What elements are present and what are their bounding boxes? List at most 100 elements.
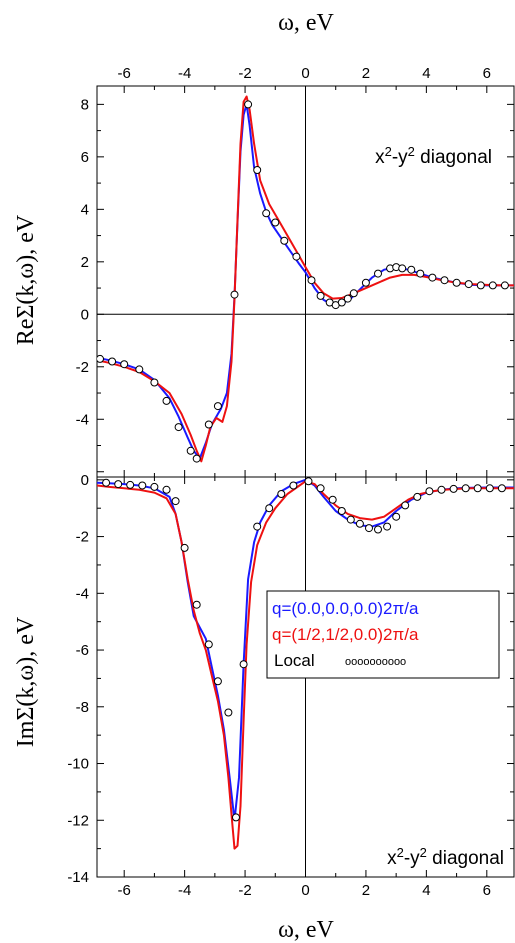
top-y-tick-label: 2 xyxy=(81,254,89,271)
top-x-tick-label: 0 xyxy=(301,65,309,82)
bottom-local-marker-point xyxy=(449,484,458,493)
bottom-x-tick-label: 6 xyxy=(483,882,491,899)
top-local-marker-point xyxy=(244,100,253,109)
top-local-marker-point xyxy=(398,264,407,273)
top-local-marker-point xyxy=(464,280,473,289)
bottom-local-marker-point xyxy=(383,522,392,531)
bottom-local-marker-point xyxy=(265,504,274,513)
top-local-marker-point xyxy=(416,269,425,278)
top-series-group xyxy=(97,95,514,463)
bottom-local-marker-point xyxy=(138,481,147,490)
bottom-local-marker-point xyxy=(328,495,337,504)
top-local-marker-point xyxy=(253,166,262,174)
bottom-local-marker-point xyxy=(346,515,355,524)
bottom-local-marker-point xyxy=(253,522,262,531)
bottom-local-marker-point xyxy=(180,543,189,552)
bottom-y-tick-label: -2 xyxy=(76,529,89,546)
legend-item-local: Local xyxy=(274,651,315,670)
top-y-tick-label: -2 xyxy=(76,359,89,376)
top-x-tick-label: 2 xyxy=(362,65,370,82)
bottom-series-group xyxy=(97,477,514,850)
legend: q=(0.0,0.0,0.0)2π/a q=(1/2,1/2,0.0)2π/a … xyxy=(266,590,500,679)
bottom-y-tick-label: -12 xyxy=(67,812,89,829)
top-series-red-line xyxy=(97,95,514,463)
bottom-local-marker-point xyxy=(102,478,111,487)
top-local-marker-point xyxy=(307,276,316,285)
top-local-marker-point xyxy=(428,273,437,282)
bottom-local-marker-point xyxy=(365,524,373,533)
bottom-local-marker-point xyxy=(150,482,159,491)
top-local-marker-point xyxy=(374,269,382,278)
bottom-local-marker-point xyxy=(224,708,233,717)
top-local-marker-point xyxy=(135,365,144,374)
top-local-marker-point xyxy=(150,378,159,387)
top-local-marker-point xyxy=(337,298,346,307)
bottom-x-tick-label: -6 xyxy=(118,882,131,899)
top-local-marker-point xyxy=(97,354,104,363)
bottom-panel-annotation: x2-y2 diagonal xyxy=(387,845,504,869)
top-x-tick-label: -4 xyxy=(178,65,191,82)
top-local-marker-point xyxy=(186,446,195,455)
top-local-marker-point xyxy=(349,289,358,298)
legend-item-gamma: q=(0.0,0.0,0.0)2π/a xyxy=(272,599,419,618)
bottom-x-tick-label: 0 xyxy=(301,882,309,899)
bottom-local-marker-point xyxy=(497,484,506,493)
bottom-panel-im-sigma: -6 -4 -2 0 2 4 6 -14 -12 -10 -8 -6 -4 -2 0 xyxy=(67,472,515,899)
top-panel-annotation: x2-y2 diagonal xyxy=(375,144,492,168)
top-local-marker-point xyxy=(452,278,461,287)
top-local-marker-point xyxy=(280,236,289,245)
bottom-local-marker-point xyxy=(239,660,248,669)
top-y-tick-label: 8 xyxy=(81,96,89,113)
bottom-y-tick-label: -14 xyxy=(67,869,89,886)
top-local-marker-point xyxy=(440,276,449,285)
top-x-tick-label: 6 xyxy=(483,65,491,82)
top-panel-re-sigma: -6 -4 -2 0 2 4 6 -4 -2 0 2 4 6 8 xyxy=(76,65,515,478)
top-local-marker-point xyxy=(316,291,325,300)
bottom-local-marker-point xyxy=(413,492,422,501)
bottom-y-tick-label: -10 xyxy=(67,756,89,773)
bottom-y-tick-label: -8 xyxy=(76,699,89,716)
top-local-marker-point xyxy=(488,281,497,290)
bottom-local-marker-point xyxy=(316,484,325,493)
bottom-local-marker-point xyxy=(162,485,171,494)
bottom-local-marker-point xyxy=(485,484,494,493)
bottom-local-marker-point xyxy=(192,600,201,609)
bottom-local-marker-point xyxy=(289,481,298,490)
top-local-marker-point xyxy=(108,357,117,366)
bottom-local-marker-point xyxy=(473,484,482,493)
top-local-marker-point xyxy=(262,209,271,218)
bottom-local-marker-point xyxy=(355,519,364,528)
bottom-y-tick-label: -6 xyxy=(76,642,89,659)
top-y-tick-label: 0 xyxy=(81,306,89,323)
bottom-local-marker-point xyxy=(114,480,123,489)
top-y-tick-label: -4 xyxy=(76,411,89,428)
top-x-tick-label: -6 xyxy=(118,65,131,82)
legend-box xyxy=(266,590,500,679)
bottom-local-marker-point xyxy=(204,640,213,649)
top-x-tick-label: 4 xyxy=(422,65,430,82)
bottom-x-axis-title: ω, eV xyxy=(278,917,334,943)
top-panel-y-axis-title: ReΣ(k,ω), eV xyxy=(13,214,39,345)
top-local-marker-point xyxy=(162,396,171,405)
bottom-x-tick-label: 4 xyxy=(422,882,430,899)
top-local-marker-point xyxy=(230,290,239,299)
bottom-local-marker-point xyxy=(401,501,410,510)
top-local-marker-point xyxy=(476,281,485,290)
top-local-marker-point xyxy=(192,454,201,463)
bottom-y-tick-label: -4 xyxy=(76,585,89,602)
top-local-marker-point xyxy=(361,278,370,287)
top-local-marker-point xyxy=(292,252,301,261)
bottom-x-tick-label: -2 xyxy=(238,882,251,899)
bottom-local-marker-point xyxy=(437,485,446,494)
bottom-local-marker-point xyxy=(461,484,470,493)
legend-item-m-point: q=(1/2,1/2,0.0)2π/a xyxy=(272,625,419,644)
bottom-local-marker-point xyxy=(126,480,135,489)
bottom-local-marker-point xyxy=(425,487,434,496)
top-local-marker-point xyxy=(271,218,280,227)
bottom-local-marker-point xyxy=(304,477,313,486)
bottom-local-marker-point xyxy=(374,525,382,534)
bottom-local-marker-point xyxy=(337,507,346,515)
bottom-y-tick-label: 0 xyxy=(81,472,89,489)
bottom-x-tick-label: -4 xyxy=(178,882,191,899)
